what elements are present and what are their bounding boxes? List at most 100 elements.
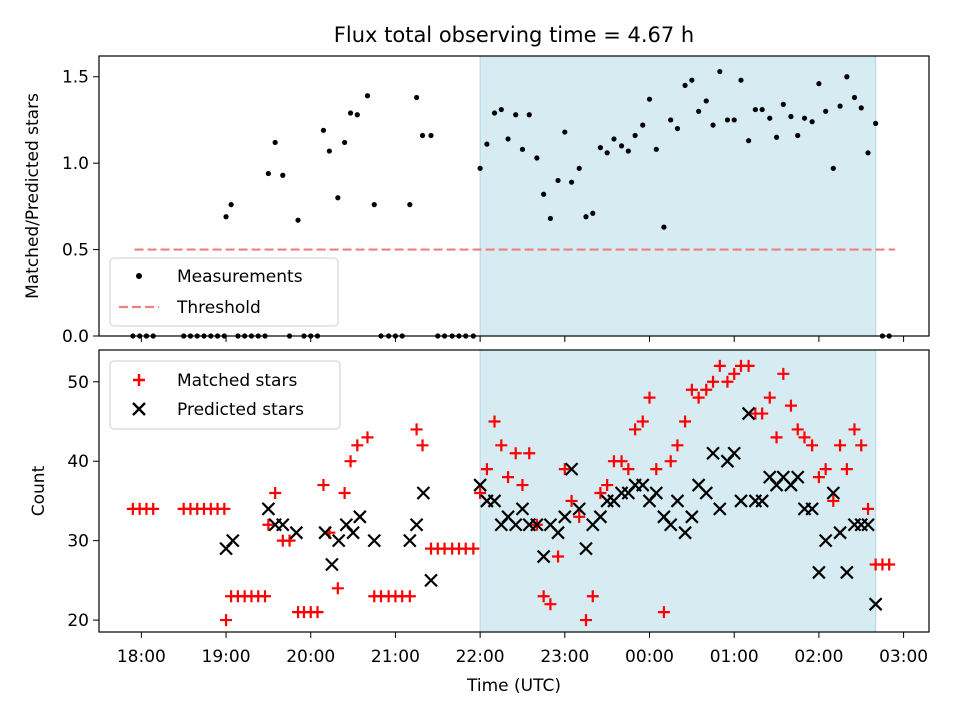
matched-star-point [728, 367, 741, 380]
measurement-point [347, 110, 354, 116]
matched-star-point [410, 423, 423, 436]
measurement-point [419, 132, 426, 139]
bottom-axes-frame [98, 349, 930, 633]
matched-star-point [713, 359, 726, 372]
top-panel: 0.0 0.5 1.0 1.5 Matched/Predicted stars Mea… [23, 55, 930, 347]
matched-star-point [770, 431, 783, 444]
matched-star-point [679, 415, 692, 428]
matched-stars-points [126, 359, 896, 627]
matched-star-point [643, 391, 656, 404]
bottom-panel: 20 30 40 50 18:00 19:00 20:00 21:00 22:00 23:00 0… [29, 349, 930, 696]
bottom-y-axis-label: Count [29, 465, 49, 516]
predicted-star-point [649, 486, 664, 500]
matched-star-point [664, 455, 677, 468]
measurement-point [597, 145, 603, 151]
bottom-x-ticks: 18:00 19:00 20:00 21:00 22:00 23:00 00:00 01:00… [117, 632, 928, 667]
measurement-point [625, 148, 631, 154]
predicted-star-point [558, 510, 572, 524]
predicted-star-point [318, 525, 332, 540]
matched-star-point [806, 439, 819, 452]
matched-star-point [756, 407, 769, 420]
matched-star-point [827, 494, 840, 507]
matched-star-point [573, 510, 586, 523]
matched-star-point [707, 375, 720, 388]
measurement-point [326, 148, 332, 154]
predicted-star-point [670, 494, 685, 508]
measurement-point [335, 195, 341, 201]
matched-star-point [601, 479, 614, 492]
top-ytick-label: 1.5 [62, 68, 89, 88]
measurement-point [555, 177, 561, 184]
matched-star-point [777, 367, 790, 380]
legend-matched-label: Matched stars [177, 371, 297, 391]
matched-star-point [848, 423, 861, 436]
matched-star-point [351, 439, 364, 452]
matched-star-point [416, 439, 429, 452]
predicted-star-point [424, 573, 438, 588]
predicted-star-point [409, 517, 424, 532]
measurement-point [354, 112, 360, 118]
matched-star-point [544, 598, 557, 611]
matched-star-point [650, 463, 663, 476]
predicted-star-point [416, 486, 431, 500]
predicted-star-point [353, 510, 367, 524]
predicted-star-point [826, 486, 841, 500]
measurement-point [837, 103, 843, 109]
predicted-star-point [833, 525, 847, 540]
matched-star-point [523, 447, 536, 460]
measurement-point [788, 113, 794, 120]
matched-star-point [495, 439, 508, 452]
measurement-point [646, 96, 653, 102]
matched-star-point [629, 423, 642, 436]
predicted-star-point [734, 494, 748, 508]
xtick-label: 19:00 [202, 647, 251, 667]
predicted-star-point [508, 517, 523, 532]
measurement-point [696, 108, 702, 114]
matched-star-point [840, 463, 853, 476]
measurement-point [604, 150, 610, 156]
measurement-point [816, 81, 822, 87]
measurement-point [265, 170, 271, 177]
matched-star-point [311, 606, 324, 619]
measurement-point [295, 217, 301, 223]
measurement-point [547, 215, 554, 222]
predicted-star-point [755, 494, 769, 508]
matched-star-point [516, 479, 529, 492]
bottom-ytick-label: 30 [67, 532, 89, 552]
predicted-star-point [515, 502, 530, 516]
measurement-point [661, 224, 667, 230]
predicted-star-point [530, 517, 544, 532]
measurement-point [223, 214, 229, 220]
legend-predicted-marker [132, 402, 146, 416]
predicted-star-point [367, 533, 382, 548]
predicted-star-point [572, 502, 586, 516]
matched-star-point [403, 590, 416, 603]
legend-predicted-label: Predicted stars [177, 400, 304, 420]
top-legend: Measurements Threshold [109, 257, 339, 327]
matched-star-point [565, 494, 578, 507]
measurement-point [830, 165, 836, 171]
legend-measurement-marker [136, 273, 142, 279]
matched-star-point [692, 391, 705, 404]
measurement-point [228, 202, 234, 208]
measurement-point [526, 112, 532, 118]
bottom-ytick-label: 20 [67, 611, 89, 631]
measurement-point [724, 117, 731, 123]
predicted-star-point [551, 525, 565, 540]
matched-star-point [636, 415, 649, 428]
measurement-point [752, 106, 758, 113]
matched-star-point [317, 479, 330, 492]
matched-star-point [721, 375, 734, 388]
matched-star-point [474, 486, 487, 499]
measurement-point [801, 115, 808, 121]
measurement-point [717, 68, 723, 75]
measurement-point [873, 120, 879, 127]
chart-title: Flux total observing time = 4.67 h [334, 23, 694, 47]
measurement-point [823, 108, 829, 114]
measurement-point [320, 127, 327, 133]
measurement-point [407, 202, 413, 208]
bottom-observing-window [479, 349, 877, 633]
matched-star-point [883, 558, 896, 571]
measurement-point [428, 132, 434, 139]
